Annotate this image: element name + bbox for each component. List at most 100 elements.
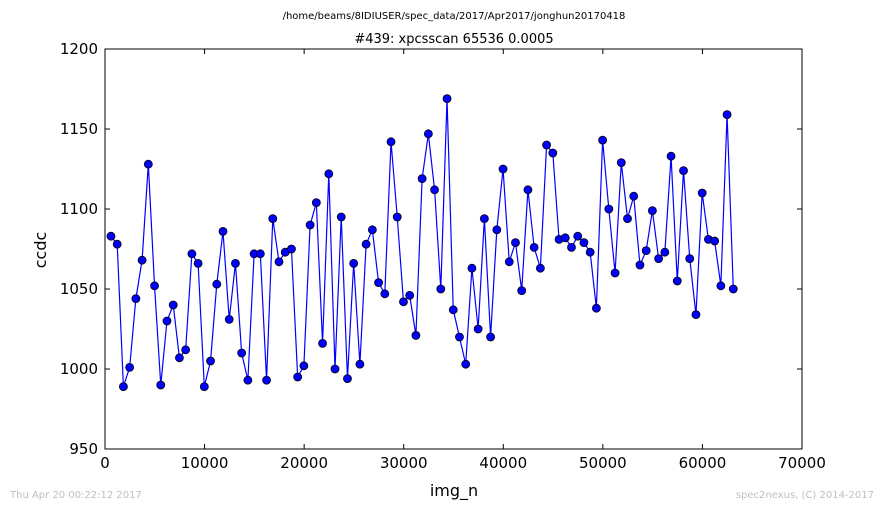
- series-line: [110, 98, 734, 387]
- data-point: [150, 281, 159, 291]
- y-tick-label: 950: [69, 440, 98, 458]
- data-point: [318, 338, 327, 348]
- data-point: [722, 110, 732, 119]
- data-point: [274, 257, 284, 267]
- y-tick-label: 1050: [60, 280, 98, 298]
- data-point: [679, 166, 688, 176]
- data-point: [511, 238, 520, 248]
- data-point: [535, 263, 545, 273]
- data-point: [604, 204, 614, 214]
- data-point: [187, 249, 197, 259]
- x-tick-label: 40000: [479, 454, 527, 472]
- data-point: [311, 198, 321, 208]
- data-point: [430, 185, 439, 195]
- data-point: [442, 94, 452, 103]
- data-point: [112, 239, 122, 249]
- x-tick-label: 10000: [181, 454, 229, 472]
- data-point: [237, 348, 247, 358]
- data-point: [206, 356, 215, 366]
- data-point: [492, 225, 502, 235]
- y-tick-label: 1200: [60, 40, 98, 58]
- footer-credit: spec2nexus, (C) 2014-2017: [735, 490, 874, 501]
- plot-area: 0 10000 20000 30000 40000 50000 60000 70000 950 1…: [60, 40, 826, 472]
- chart-title: #439: xpcsscan 65536 0.0005: [354, 32, 553, 47]
- plot-frame: [104, 48, 803, 450]
- data-point: [349, 258, 359, 268]
- data-point: [591, 303, 601, 313]
- data-point: [411, 330, 421, 340]
- data-point: [691, 310, 701, 320]
- data-point: [343, 374, 352, 384]
- data-point: [529, 242, 539, 252]
- data-point: [218, 226, 228, 236]
- data-point: [654, 254, 664, 264]
- data-point: [523, 185, 533, 195]
- data-point: [305, 220, 315, 230]
- y-tick-label: 1100: [60, 200, 98, 218]
- data-point: [181, 345, 191, 355]
- data-point: [355, 359, 365, 369]
- data-point: [697, 188, 707, 198]
- data-point: [660, 247, 670, 257]
- data-point: [392, 212, 402, 222]
- data-point: [629, 191, 639, 201]
- data-point: [243, 375, 253, 385]
- data-point: [374, 278, 383, 288]
- data-point: [143, 159, 153, 169]
- x-tick-label: 0: [100, 454, 110, 472]
- data-point: [231, 258, 240, 268]
- data-point: [647, 206, 657, 216]
- data-point: [287, 244, 296, 254]
- data-point: [137, 255, 147, 265]
- data-point: [560, 233, 570, 243]
- x-tick-label: 30000: [380, 454, 428, 472]
- y-axis-label: ccdc: [31, 232, 50, 269]
- x-axis-label: img_n: [430, 481, 478, 501]
- data-point: [728, 284, 738, 294]
- data-point: [405, 290, 415, 300]
- data-point: [106, 231, 116, 241]
- data-point: [567, 242, 576, 252]
- data-point: [479, 214, 489, 224]
- data-point: [417, 174, 427, 184]
- chart-path-title: /home/beams/8IDIUSER/spec_data/2017/Apr2…: [283, 11, 626, 22]
- x-tick-label: 60000: [679, 454, 727, 472]
- data-point: [162, 316, 172, 326]
- data-point: [156, 380, 166, 390]
- data-point: [380, 289, 390, 299]
- data-point: [598, 135, 608, 145]
- data-point: [610, 268, 620, 278]
- data-point: [579, 238, 589, 248]
- data-point: [299, 361, 309, 371]
- data-point: [131, 294, 141, 304]
- data-point: [548, 148, 558, 158]
- data-point: [455, 332, 464, 342]
- data-point: [666, 151, 676, 161]
- data-point: [324, 169, 334, 179]
- y-tick-label: 1150: [60, 120, 98, 138]
- data-point: [710, 236, 720, 246]
- data-point: [224, 314, 234, 324]
- data-point: [623, 214, 632, 224]
- data-point: [641, 246, 651, 256]
- data-point: [423, 129, 433, 139]
- data-point: [268, 214, 278, 224]
- data-point: [168, 300, 178, 310]
- data-point: [399, 297, 408, 307]
- data-point: [436, 284, 446, 294]
- data-point: [486, 332, 495, 342]
- data-point: [685, 254, 695, 264]
- data-point: [616, 158, 626, 168]
- data-point: [336, 212, 346, 222]
- data-point: [367, 225, 377, 235]
- data-point: [716, 281, 726, 291]
- data-point: [517, 286, 527, 296]
- data-point: [193, 258, 203, 268]
- data-point: [504, 257, 514, 267]
- data-point: [125, 362, 135, 372]
- data-point: [262, 375, 271, 385]
- footer-timestamp: Thu Apr 20 00:22:12 2017: [10, 490, 142, 501]
- data-point: [573, 231, 583, 241]
- data-point: [461, 359, 471, 369]
